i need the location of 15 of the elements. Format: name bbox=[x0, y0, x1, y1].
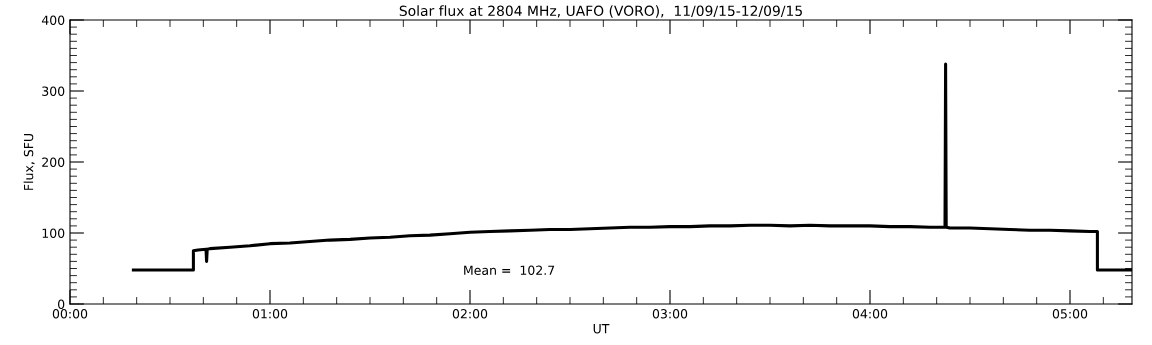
x-tick-label: 00:00 bbox=[52, 309, 88, 319]
x-tick-label: 02:00 bbox=[452, 309, 488, 319]
x-axis-title: UT bbox=[593, 324, 610, 334]
chart-title: Solar flux at 2804 MHz, UAFO (VORO), 11/09/15-12/09/15 bbox=[399, 5, 802, 18]
y-tick-label: 300 bbox=[42, 86, 65, 96]
y-tick-label: 400 bbox=[41, 15, 65, 25]
x-tick-label: 04:00 bbox=[852, 309, 888, 319]
annotation: Mean = 102.7 bbox=[464, 265, 555, 275]
x-tick-label: 05:00 bbox=[1052, 309, 1088, 319]
y-tick-label: 200 bbox=[42, 157, 65, 167]
x-tick-label: 01:00 bbox=[252, 309, 288, 319]
y-tick-label: 0 bbox=[58, 299, 65, 309]
y-axis-title: Flux, SFU bbox=[23, 133, 35, 190]
y-tick-label: 100 bbox=[42, 228, 65, 238]
x-tick-label: 03:00 bbox=[652, 309, 688, 319]
